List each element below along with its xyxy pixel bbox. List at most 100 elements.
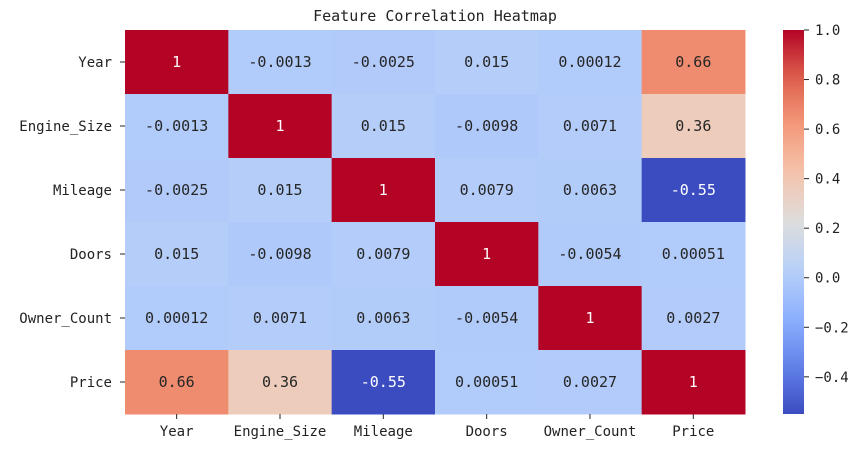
y-tick-labels: Year Engine_Size Mileage Doors Owner_Count Pr… xyxy=(19,55,125,391)
x-tick-label: Doors xyxy=(466,424,508,440)
cell-annotation: -0.0098 xyxy=(248,245,311,263)
cell-annotation: 0.0079 xyxy=(460,181,514,199)
x-tick-labels: Year Engine_Size Mileage Doors Owner_Count Pr… xyxy=(160,414,714,440)
cell-annotation: 1 xyxy=(379,181,388,199)
cell-annotation: 0.36 xyxy=(262,373,298,391)
heatmap-cell xyxy=(228,94,333,159)
cell-annotation: 0.66 xyxy=(159,373,195,391)
heatmap-cells xyxy=(125,30,746,415)
heatmap-cell xyxy=(641,286,746,351)
cell-annotation: -0.0054 xyxy=(455,309,518,327)
x-tick-label: Owner_Count xyxy=(544,424,637,440)
heatmap-cell xyxy=(538,94,643,159)
cell-annotation: 0.015 xyxy=(361,117,406,135)
heatmap-cell xyxy=(641,222,746,287)
heatmap-cell xyxy=(434,222,539,287)
cell-annotation: 1 xyxy=(482,245,491,263)
heatmap-cell xyxy=(641,94,746,159)
heatmap-cell xyxy=(434,286,539,351)
cell-annotation: 0.015 xyxy=(257,181,302,199)
heatmap-cell xyxy=(228,350,333,415)
colorbar-tick-label: 0.8 xyxy=(815,73,840,89)
colorbar-tick-label: 0.4 xyxy=(815,172,840,188)
y-tick-label: Price xyxy=(70,375,112,391)
heatmap-cell xyxy=(331,94,436,159)
cell-annotation: 1 xyxy=(585,309,594,327)
heatmap-cell xyxy=(125,94,229,159)
colorbar-tick-label: 0.0 xyxy=(815,271,840,287)
heatmap-cell xyxy=(228,30,333,95)
cell-annotation: -0.0013 xyxy=(248,53,311,71)
heatmap-cell xyxy=(641,158,746,223)
cell-annotation: 0.015 xyxy=(464,53,509,71)
heatmap-cell xyxy=(125,30,229,95)
x-tick-label: Price xyxy=(672,424,714,440)
x-tick-label: Mileage xyxy=(354,424,413,440)
colorbar-tick-label: −0.2 xyxy=(815,320,849,336)
cell-annotation: 0.0027 xyxy=(666,309,720,327)
heatmap-cell xyxy=(125,222,229,287)
y-tick-label: Year xyxy=(78,55,112,71)
cell-annotation: 1 xyxy=(172,53,181,71)
heatmap-cell xyxy=(331,222,436,287)
cell-annotation: -0.0025 xyxy=(145,181,208,199)
cell-annotation: 0.0063 xyxy=(563,181,617,199)
cell-annotation: 0.0063 xyxy=(356,309,410,327)
y-tick-label: Owner_Count xyxy=(19,311,112,327)
heatmap-cell xyxy=(434,158,539,223)
colorbar-ticks: 1.0 0.8 0.6 0.4 0.2 0.0 −0.2 −0.4 xyxy=(804,23,849,386)
x-tick-label: Year xyxy=(160,424,194,440)
cell-annotation: 1 xyxy=(275,117,284,135)
heatmap-cell xyxy=(228,158,333,223)
heatmap-cell xyxy=(641,350,746,415)
colorbar-tick-label: 1.0 xyxy=(815,23,840,39)
cell-annotations: 1 -0.0013 -0.0025 0.015 0.00012 0.66 -0.0013 1 0… xyxy=(145,53,725,391)
cell-annotation: 0.0071 xyxy=(253,309,307,327)
cell-annotation: 0.0027 xyxy=(563,373,617,391)
cell-annotation: 0.0079 xyxy=(356,245,410,263)
cell-annotation: 1 xyxy=(689,373,698,391)
heatmap-cell xyxy=(125,350,229,415)
heatmap-cell xyxy=(331,158,436,223)
heatmap-cell xyxy=(125,158,229,223)
cell-annotation: 0.00012 xyxy=(558,53,621,71)
cell-annotation: 0.36 xyxy=(675,117,711,135)
cell-annotation: 0.015 xyxy=(154,245,199,263)
cell-annotation: 0.66 xyxy=(675,53,711,71)
heatmap-cell xyxy=(434,94,539,159)
colorbar-tick-label: −0.4 xyxy=(815,370,849,386)
heatmap-cell xyxy=(538,286,643,351)
cell-annotation: -0.55 xyxy=(671,181,716,199)
chart-title: Feature Correlation Heatmap xyxy=(313,7,557,25)
x-tick-label: Engine_Size xyxy=(234,424,327,440)
heatmap-cell xyxy=(538,222,643,287)
heatmap-cell xyxy=(434,30,539,95)
colorbar-tick-label: 0.2 xyxy=(815,221,840,237)
cell-annotation: 0.0071 xyxy=(563,117,617,135)
heatmap-cell xyxy=(538,30,643,95)
heatmap-cell xyxy=(434,350,539,415)
colorbar-tick-label: 0.6 xyxy=(815,122,840,138)
heatmap-cell xyxy=(641,30,746,95)
cell-annotation: -0.0013 xyxy=(145,117,208,135)
heatmap-cell xyxy=(125,286,229,351)
heatmap-cell xyxy=(331,30,436,95)
y-tick-label: Doors xyxy=(70,247,112,263)
heatmap-cell xyxy=(228,286,333,351)
y-tick-label: Mileage xyxy=(53,183,112,199)
cell-annotation: 0.00012 xyxy=(145,309,208,327)
cell-annotation: -0.0054 xyxy=(558,245,621,263)
y-tick-label: Engine_Size xyxy=(19,119,112,135)
cell-annotation: -0.0098 xyxy=(455,117,518,135)
cell-annotation: 0.00051 xyxy=(662,245,725,263)
colorbar xyxy=(783,30,804,414)
heatmap-cell xyxy=(331,286,436,351)
heatmap-cell xyxy=(538,158,643,223)
heatmap-cell xyxy=(228,222,333,287)
cell-annotation: -0.0025 xyxy=(352,53,415,71)
heatmap-cell xyxy=(538,350,643,415)
cell-annotation: -0.55 xyxy=(361,373,406,391)
heatmap-cell xyxy=(331,350,436,415)
cell-annotation: 0.00051 xyxy=(455,373,518,391)
